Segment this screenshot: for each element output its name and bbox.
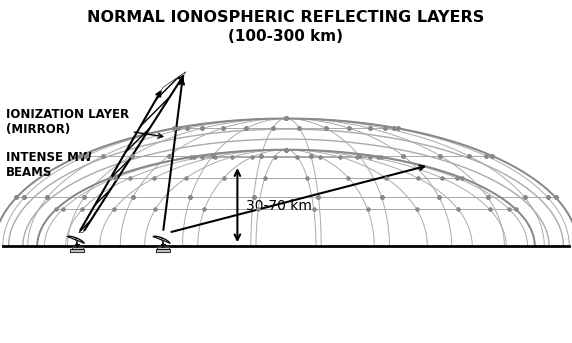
Polygon shape	[72, 247, 83, 249]
Text: INTENSE MW
BEAMS: INTENSE MW BEAMS	[6, 151, 92, 179]
Text: NORMAL IONOSPHERIC REFLECTING LAYERS: NORMAL IONOSPHERIC REFLECTING LAYERS	[88, 10, 484, 25]
Text: 30-70 km: 30-70 km	[246, 199, 312, 213]
Polygon shape	[67, 236, 84, 243]
Polygon shape	[156, 249, 170, 252]
Text: IONIZATION LAYER
(MIRROR): IONIZATION LAYER (MIRROR)	[6, 108, 163, 138]
Polygon shape	[70, 249, 85, 252]
Text: (100-300 km): (100-300 km)	[228, 29, 344, 44]
Polygon shape	[157, 247, 169, 249]
Polygon shape	[153, 236, 170, 243]
